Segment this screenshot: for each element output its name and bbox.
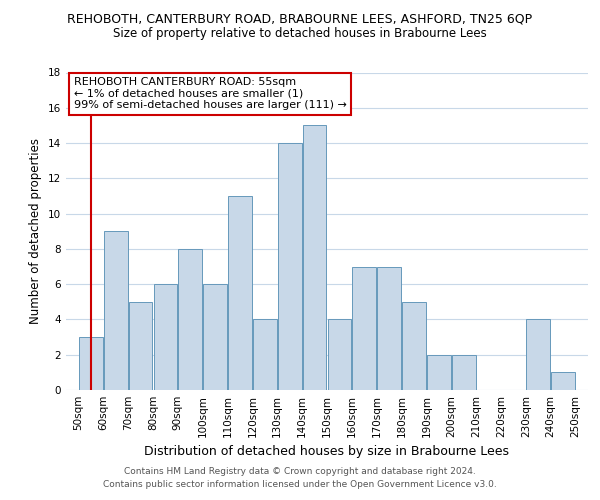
- Bar: [328, 320, 351, 390]
- Y-axis label: Number of detached properties: Number of detached properties: [29, 138, 43, 324]
- Bar: [104, 231, 128, 390]
- Bar: [129, 302, 152, 390]
- Bar: [402, 302, 426, 390]
- Bar: [526, 320, 550, 390]
- Text: REHOBOTH CANTERBURY ROAD: 55sqm
← 1% of detached houses are smaller (1)
99% of s: REHOBOTH CANTERBURY ROAD: 55sqm ← 1% of …: [74, 78, 347, 110]
- Bar: [253, 320, 277, 390]
- Bar: [377, 266, 401, 390]
- Bar: [551, 372, 575, 390]
- Text: Contains public sector information licensed under the Open Government Licence v3: Contains public sector information licen…: [103, 480, 497, 489]
- Bar: [303, 126, 326, 390]
- Bar: [278, 143, 302, 390]
- Bar: [154, 284, 177, 390]
- Bar: [178, 249, 202, 390]
- Bar: [427, 354, 451, 390]
- Bar: [203, 284, 227, 390]
- Bar: [228, 196, 252, 390]
- Text: Size of property relative to detached houses in Brabourne Lees: Size of property relative to detached ho…: [113, 28, 487, 40]
- X-axis label: Distribution of detached houses by size in Brabourne Lees: Distribution of detached houses by size …: [145, 445, 509, 458]
- Text: Contains HM Land Registry data © Crown copyright and database right 2024.: Contains HM Land Registry data © Crown c…: [124, 467, 476, 476]
- Text: REHOBOTH, CANTERBURY ROAD, BRABOURNE LEES, ASHFORD, TN25 6QP: REHOBOTH, CANTERBURY ROAD, BRABOURNE LEE…: [67, 12, 533, 26]
- Bar: [352, 266, 376, 390]
- Bar: [452, 354, 476, 390]
- Bar: [79, 337, 103, 390]
